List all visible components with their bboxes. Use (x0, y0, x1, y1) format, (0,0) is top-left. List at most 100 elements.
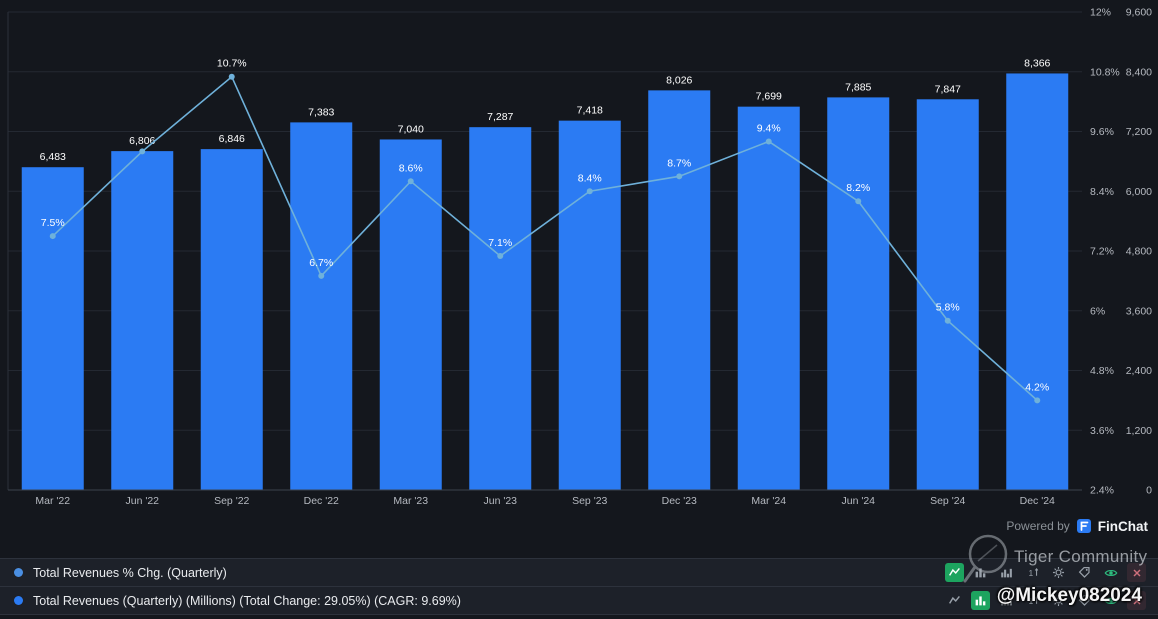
line-point (944, 317, 951, 324)
x-axis-category-label: Sep '23 (572, 495, 607, 507)
gear-icon[interactable] (1049, 563, 1068, 582)
grouped-bar-chart-icon[interactable] (997, 591, 1016, 610)
line-value-label: 8.2% (846, 182, 870, 194)
line-chart-icon[interactable] (945, 563, 964, 582)
bar-value-label: 8,026 (666, 74, 692, 86)
line-point (1034, 397, 1041, 404)
grouped-bar-chart-icon[interactable] (997, 563, 1016, 582)
eye-icon[interactable] (1101, 591, 1120, 610)
x-axis-category-label: Jun '24 (841, 495, 875, 507)
series-controls: 1 (945, 591, 1148, 610)
revenue-bar (916, 99, 979, 490)
revenue-bar (379, 139, 442, 490)
x-axis-category-label: Jun '22 (125, 495, 159, 507)
tag-icon[interactable] (1075, 563, 1094, 582)
line-point (765, 138, 772, 145)
axis-toggle-icon[interactable]: 1 (1023, 591, 1042, 610)
revenue-bar (558, 120, 621, 490)
revenue-bar (469, 127, 532, 490)
finchat-brand: FinChat (1097, 518, 1148, 534)
line-value-label: 10.7% (217, 58, 247, 70)
line-value-label: 8.7% (667, 157, 691, 169)
value-axis-tick: 8,400 (1126, 66, 1152, 78)
bar-value-label: 7,699 (756, 91, 782, 103)
eye-icon[interactable] (1101, 563, 1120, 582)
line-chart-icon[interactable] (945, 591, 964, 610)
bar-chart-icon[interactable] (971, 563, 990, 582)
bar-value-label: 7,383 (308, 106, 334, 118)
pct-axis-tick: 7.2% (1090, 246, 1114, 258)
value-axis-tick: 4,800 (1126, 246, 1152, 258)
line-value-label: 8.6% (399, 162, 423, 174)
line-point (228, 73, 235, 80)
revenue-bar (1006, 73, 1069, 490)
close-icon[interactable] (1127, 563, 1146, 582)
svg-text:1: 1 (1028, 568, 1033, 578)
bar-value-label: 7,885 (845, 81, 871, 93)
revenue-bar (290, 122, 353, 490)
revenue-bar (21, 167, 84, 490)
bar-value-label: 8,366 (1024, 57, 1050, 69)
close-icon[interactable] (1127, 591, 1146, 610)
line-point (318, 272, 325, 279)
pct-axis-tick: 6% (1090, 305, 1105, 317)
finchat-logo-icon (1076, 519, 1091, 533)
x-axis-category-label: Mar '23 (393, 495, 428, 507)
revenue-bar (737, 106, 800, 490)
line-value-label: 9.4% (757, 122, 781, 134)
series-controls: 1 (945, 563, 1148, 582)
bar-value-label: 6,806 (129, 135, 155, 147)
bar-value-label: 7,847 (935, 83, 961, 95)
axis-toggle-icon[interactable]: 1 (1023, 563, 1042, 582)
pct-change-line (52, 75, 1038, 401)
x-axis-category-label: Dec '23 (662, 495, 697, 507)
line-point (407, 178, 414, 185)
line-value-label: 4.2% (1025, 381, 1049, 393)
powered-by-text: Powered by (1006, 519, 1070, 533)
pct-axis-tick: 10.8% (1090, 66, 1120, 78)
line-point (49, 233, 56, 240)
value-axis-tick: 9,600 (1126, 7, 1152, 19)
value-axis-tick: 2,400 (1126, 365, 1152, 377)
revenue-chart[interactable]: 12% 9,600 10.8% 8,400 9.6% 7,200 8.4% 6,000 7.2%… (0, 0, 1158, 512)
line-value-label: 6.7% (309, 257, 333, 269)
bar-value-label: 7,418 (577, 105, 603, 117)
value-axis-tick: 7,200 (1126, 126, 1152, 138)
bar-chart-icon[interactable] (971, 591, 990, 610)
line-point (139, 148, 146, 155)
line-value-label: 7.1% (488, 237, 512, 249)
x-axis-category-label: Mar '24 (751, 495, 786, 507)
bar-value-label: 7,040 (398, 123, 424, 135)
line-point (586, 188, 593, 195)
value-axis-tick: 6,000 (1126, 186, 1152, 198)
value-axis-tick: 0 (1146, 485, 1152, 497)
revenue-bar (827, 97, 890, 491)
line-value-label: 5.8% (936, 302, 960, 314)
value-axis-tick: 1,200 (1126, 425, 1152, 437)
x-axis-category-label: Sep '24 (930, 495, 965, 507)
bar-value-label: 7,287 (487, 111, 513, 123)
x-axis-category-label: Sep '22 (214, 495, 249, 507)
series-label: Total Revenues % Chg. (Quarterly) (33, 565, 227, 580)
value-axis-tick: 3,600 (1126, 305, 1152, 317)
revenue-bar (648, 90, 711, 491)
bar-value-label: 6,846 (219, 133, 245, 145)
pct-axis-tick: 4.8% (1090, 365, 1114, 377)
pct-axis-tick: 2.4% (1090, 485, 1114, 497)
series-color-dot (14, 568, 23, 577)
gear-icon[interactable] (1049, 591, 1068, 610)
line-value-label: 8.4% (578, 172, 602, 184)
legend-row-revenues: Total Revenues (Quarterly) (Millions) (T… (0, 586, 1158, 614)
pct-axis-tick: 8.4% (1090, 186, 1114, 198)
pct-axis-tick: 3.6% (1090, 425, 1114, 437)
svg-text:1: 1 (1028, 596, 1033, 606)
tag-icon[interactable] (1075, 591, 1094, 610)
x-axis-category-label: Jun '23 (483, 495, 517, 507)
x-axis-category-label: Dec '22 (304, 495, 339, 507)
revenue-bar (200, 149, 263, 490)
series-legend: Total Revenues % Chg. (Quarterly) 1 (0, 558, 1158, 615)
powered-by: Powered by FinChat (1006, 514, 1148, 538)
revenue-bar (111, 151, 174, 490)
bar-value-label: 6,483 (40, 151, 66, 163)
line-value-label: 7.5% (41, 217, 65, 229)
